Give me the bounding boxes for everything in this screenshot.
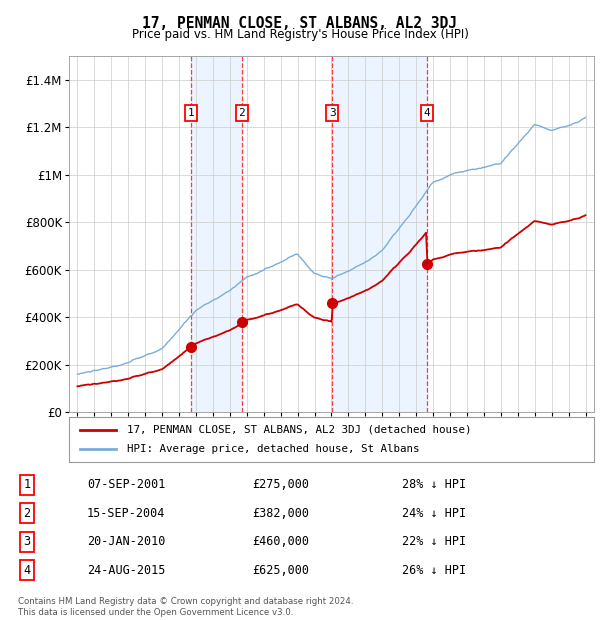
Text: 17, PENMAN CLOSE, ST ALBANS, AL2 3DJ (detached house): 17, PENMAN CLOSE, ST ALBANS, AL2 3DJ (de… [127, 425, 471, 435]
Text: 24% ↓ HPI: 24% ↓ HPI [402, 507, 466, 520]
Text: HPI: Average price, detached house, St Albans: HPI: Average price, detached house, St A… [127, 445, 419, 454]
Text: 22% ↓ HPI: 22% ↓ HPI [402, 536, 466, 548]
Text: 1: 1 [23, 479, 31, 491]
Text: 2: 2 [23, 507, 31, 520]
Text: 28% ↓ HPI: 28% ↓ HPI [402, 479, 466, 491]
Text: £460,000: £460,000 [252, 536, 309, 548]
Text: Price paid vs. HM Land Registry's House Price Index (HPI): Price paid vs. HM Land Registry's House … [131, 28, 469, 41]
Text: Contains HM Land Registry data © Crown copyright and database right 2024.
This d: Contains HM Land Registry data © Crown c… [18, 598, 353, 617]
Text: 1: 1 [187, 108, 194, 118]
Text: 26% ↓ HPI: 26% ↓ HPI [402, 564, 466, 577]
Text: 07-SEP-2001: 07-SEP-2001 [87, 479, 166, 491]
Text: 4: 4 [424, 108, 431, 118]
Text: 3: 3 [329, 108, 336, 118]
Text: £625,000: £625,000 [252, 564, 309, 577]
Text: 24-AUG-2015: 24-AUG-2015 [87, 564, 166, 577]
Text: 20-JAN-2010: 20-JAN-2010 [87, 536, 166, 548]
Bar [332, 56, 427, 412]
Text: £275,000: £275,000 [252, 479, 309, 491]
Text: 4: 4 [23, 564, 31, 577]
Text: 17, PENMAN CLOSE, ST ALBANS, AL2 3DJ: 17, PENMAN CLOSE, ST ALBANS, AL2 3DJ [143, 16, 458, 30]
Text: 3: 3 [23, 536, 31, 548]
Text: £382,000: £382,000 [252, 507, 309, 520]
Text: 15-SEP-2004: 15-SEP-2004 [87, 507, 166, 520]
Bar [191, 56, 242, 412]
Text: 2: 2 [239, 108, 245, 118]
